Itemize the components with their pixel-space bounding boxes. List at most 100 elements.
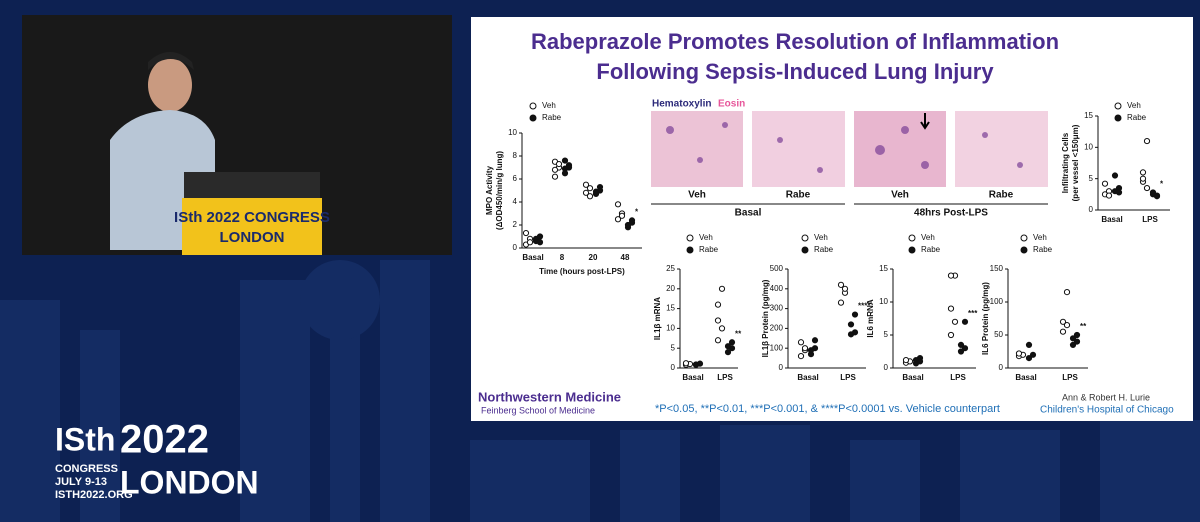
logo-brand: ISth — [55, 421, 115, 457]
skyline — [0, 260, 1200, 522]
group-label: 48hrs Post-LPS — [914, 208, 988, 219]
data-point — [1063, 289, 1071, 296]
data-point — [582, 189, 590, 196]
data-point — [1059, 318, 1067, 325]
data-point — [1139, 175, 1147, 182]
data-point — [1111, 172, 1119, 179]
video-feed: ISth 2022 CONGRESS LONDON — [22, 15, 452, 255]
logo-url: ISTH2022.ORG — [55, 489, 133, 501]
data-point — [555, 160, 563, 168]
data-point — [837, 299, 845, 306]
x-tick-label: Basal — [902, 373, 923, 382]
x-tick-label: 8 — [560, 253, 565, 262]
data-point — [851, 329, 859, 336]
legend-marker — [529, 114, 537, 122]
data-point — [582, 181, 590, 188]
legend-marker — [686, 234, 694, 242]
x-tick-label: LPS — [1062, 373, 1078, 382]
y-tick-label: 8 — [513, 151, 518, 160]
data-point — [1139, 169, 1147, 176]
data-point — [1063, 322, 1071, 329]
legend-label: Rabe — [921, 245, 941, 254]
data-point — [596, 187, 604, 194]
data-point — [1069, 341, 1077, 348]
significance-label: *** — [968, 309, 978, 318]
y-tick-label: 20 — [666, 284, 675, 293]
data-point — [724, 349, 732, 356]
data-point — [957, 348, 965, 355]
y-axis-label: IL1β Protein (pg/mg) — [761, 279, 770, 357]
legend-label: Veh — [1033, 233, 1047, 242]
data-point — [714, 301, 722, 308]
data-point — [526, 239, 534, 246]
y-tick-label: 100 — [990, 297, 1004, 306]
legend-marker — [529, 102, 537, 110]
significance-label: * — [1160, 180, 1164, 189]
data-point — [536, 239, 544, 246]
y-tick-label: 15 — [666, 304, 675, 313]
panel-label: Rabe — [989, 190, 1014, 201]
x-tick-label: Basal — [1101, 215, 1122, 224]
y-axis-label: IL1β mRNA — [653, 297, 662, 340]
data-point — [837, 281, 845, 288]
y-tick-label: 0 — [779, 363, 784, 372]
legend-label: Rabe — [1033, 245, 1053, 254]
data-point — [1029, 351, 1037, 358]
panel-label: Rabe — [786, 190, 811, 201]
y-tick-label: 0 — [1089, 205, 1094, 214]
data-point — [624, 221, 632, 229]
data-point — [551, 166, 559, 173]
legend-label: Rabe — [1127, 113, 1147, 122]
data-point — [532, 235, 540, 242]
data-point — [1073, 338, 1081, 345]
y-tick-label: 5 — [884, 330, 889, 339]
legend-label: Veh — [542, 101, 556, 110]
data-point — [714, 337, 722, 344]
legend-label: Rabe — [542, 113, 562, 122]
data-point — [1069, 335, 1077, 342]
y-axis-label: MPO Activity — [485, 165, 494, 215]
data-point — [1059, 328, 1067, 335]
data-point — [811, 345, 819, 352]
y-axis-label: (ΔOD450/min/g lung) — [495, 151, 504, 230]
x-tick-label: LPS — [717, 373, 733, 382]
legend-marker — [686, 246, 694, 254]
logo-city: LONDON — [120, 464, 259, 500]
data-point — [947, 272, 955, 279]
legend-label: Veh — [921, 233, 935, 242]
legend-marker — [1114, 114, 1122, 122]
legend-label: Veh — [699, 233, 713, 242]
x-tick-label: LPS — [1142, 215, 1158, 224]
data-point — [586, 185, 594, 192]
congress-logo: ISth 2022 CONGRESS JULY 9-13 ISTH2022.OR… — [55, 418, 259, 501]
x-axis-label: Time (hours post-LPS) — [539, 267, 625, 276]
plots: 0 2 4 6 8 10 MPO Activity (ΔOD450/min/g lung) Ba… — [485, 101, 1170, 382]
data-point — [522, 229, 530, 237]
y-tick-label: 500 — [770, 264, 784, 273]
y-tick-label: 10 — [1084, 142, 1093, 151]
data-point — [947, 331, 955, 339]
legend-marker — [908, 246, 916, 254]
slide-title: Following Sepsis-Induced Lung Injury — [596, 59, 994, 84]
panel-label: Veh — [688, 190, 706, 201]
x-tick-label: Basal — [1015, 373, 1036, 382]
data-point — [811, 337, 819, 344]
data-point — [1073, 331, 1081, 339]
y-tick-label: 0 — [884, 363, 889, 372]
data-point — [628, 217, 636, 224]
y-axis-label: (per vessel <150μm) — [1071, 124, 1080, 201]
y-tick-label: 15 — [879, 264, 888, 273]
y-tick-label: 200 — [770, 324, 784, 333]
significance-label: * — [635, 208, 639, 217]
stain-label: Hematoxylin — [652, 99, 711, 110]
x-tick-label: 20 — [589, 253, 598, 262]
data-point — [728, 339, 736, 346]
slide — [471, 17, 1193, 421]
data-point — [714, 317, 722, 324]
x-tick-label: LPS — [840, 373, 856, 382]
data-point — [1101, 180, 1109, 187]
y-tick-label: 5 — [671, 343, 676, 352]
logo-dates: JULY 9-13 — [55, 476, 107, 488]
footer-institution: Northwestern Medicine — [478, 389, 621, 404]
